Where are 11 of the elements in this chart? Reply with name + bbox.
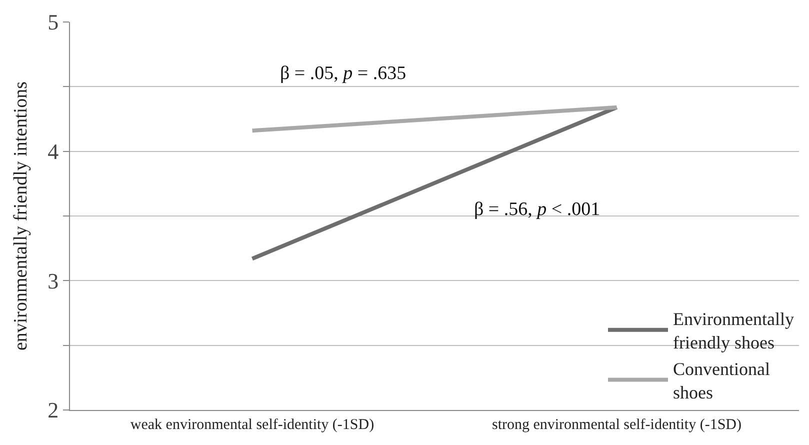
annotation: β = .56, p < .001 (474, 199, 600, 220)
y-axis-title: environmentally friendly intentions (10, 81, 32, 351)
x-tick-label: strong environmental self-identity (-1SD) (492, 417, 742, 433)
legend-label: Environmentally friendly shoes (673, 309, 794, 353)
annotation: β = .05, p = .635 (280, 63, 406, 84)
y-tick-label: 2 (48, 398, 59, 423)
y-tick-label: 5 (48, 10, 59, 35)
y-tick-label: 4 (48, 139, 59, 164)
x-tick-label: weak environmental self-identity (-1SD) (130, 417, 374, 433)
y-tick-label: 3 (48, 268, 59, 294)
legend-label: Conventional shoes (673, 359, 770, 402)
